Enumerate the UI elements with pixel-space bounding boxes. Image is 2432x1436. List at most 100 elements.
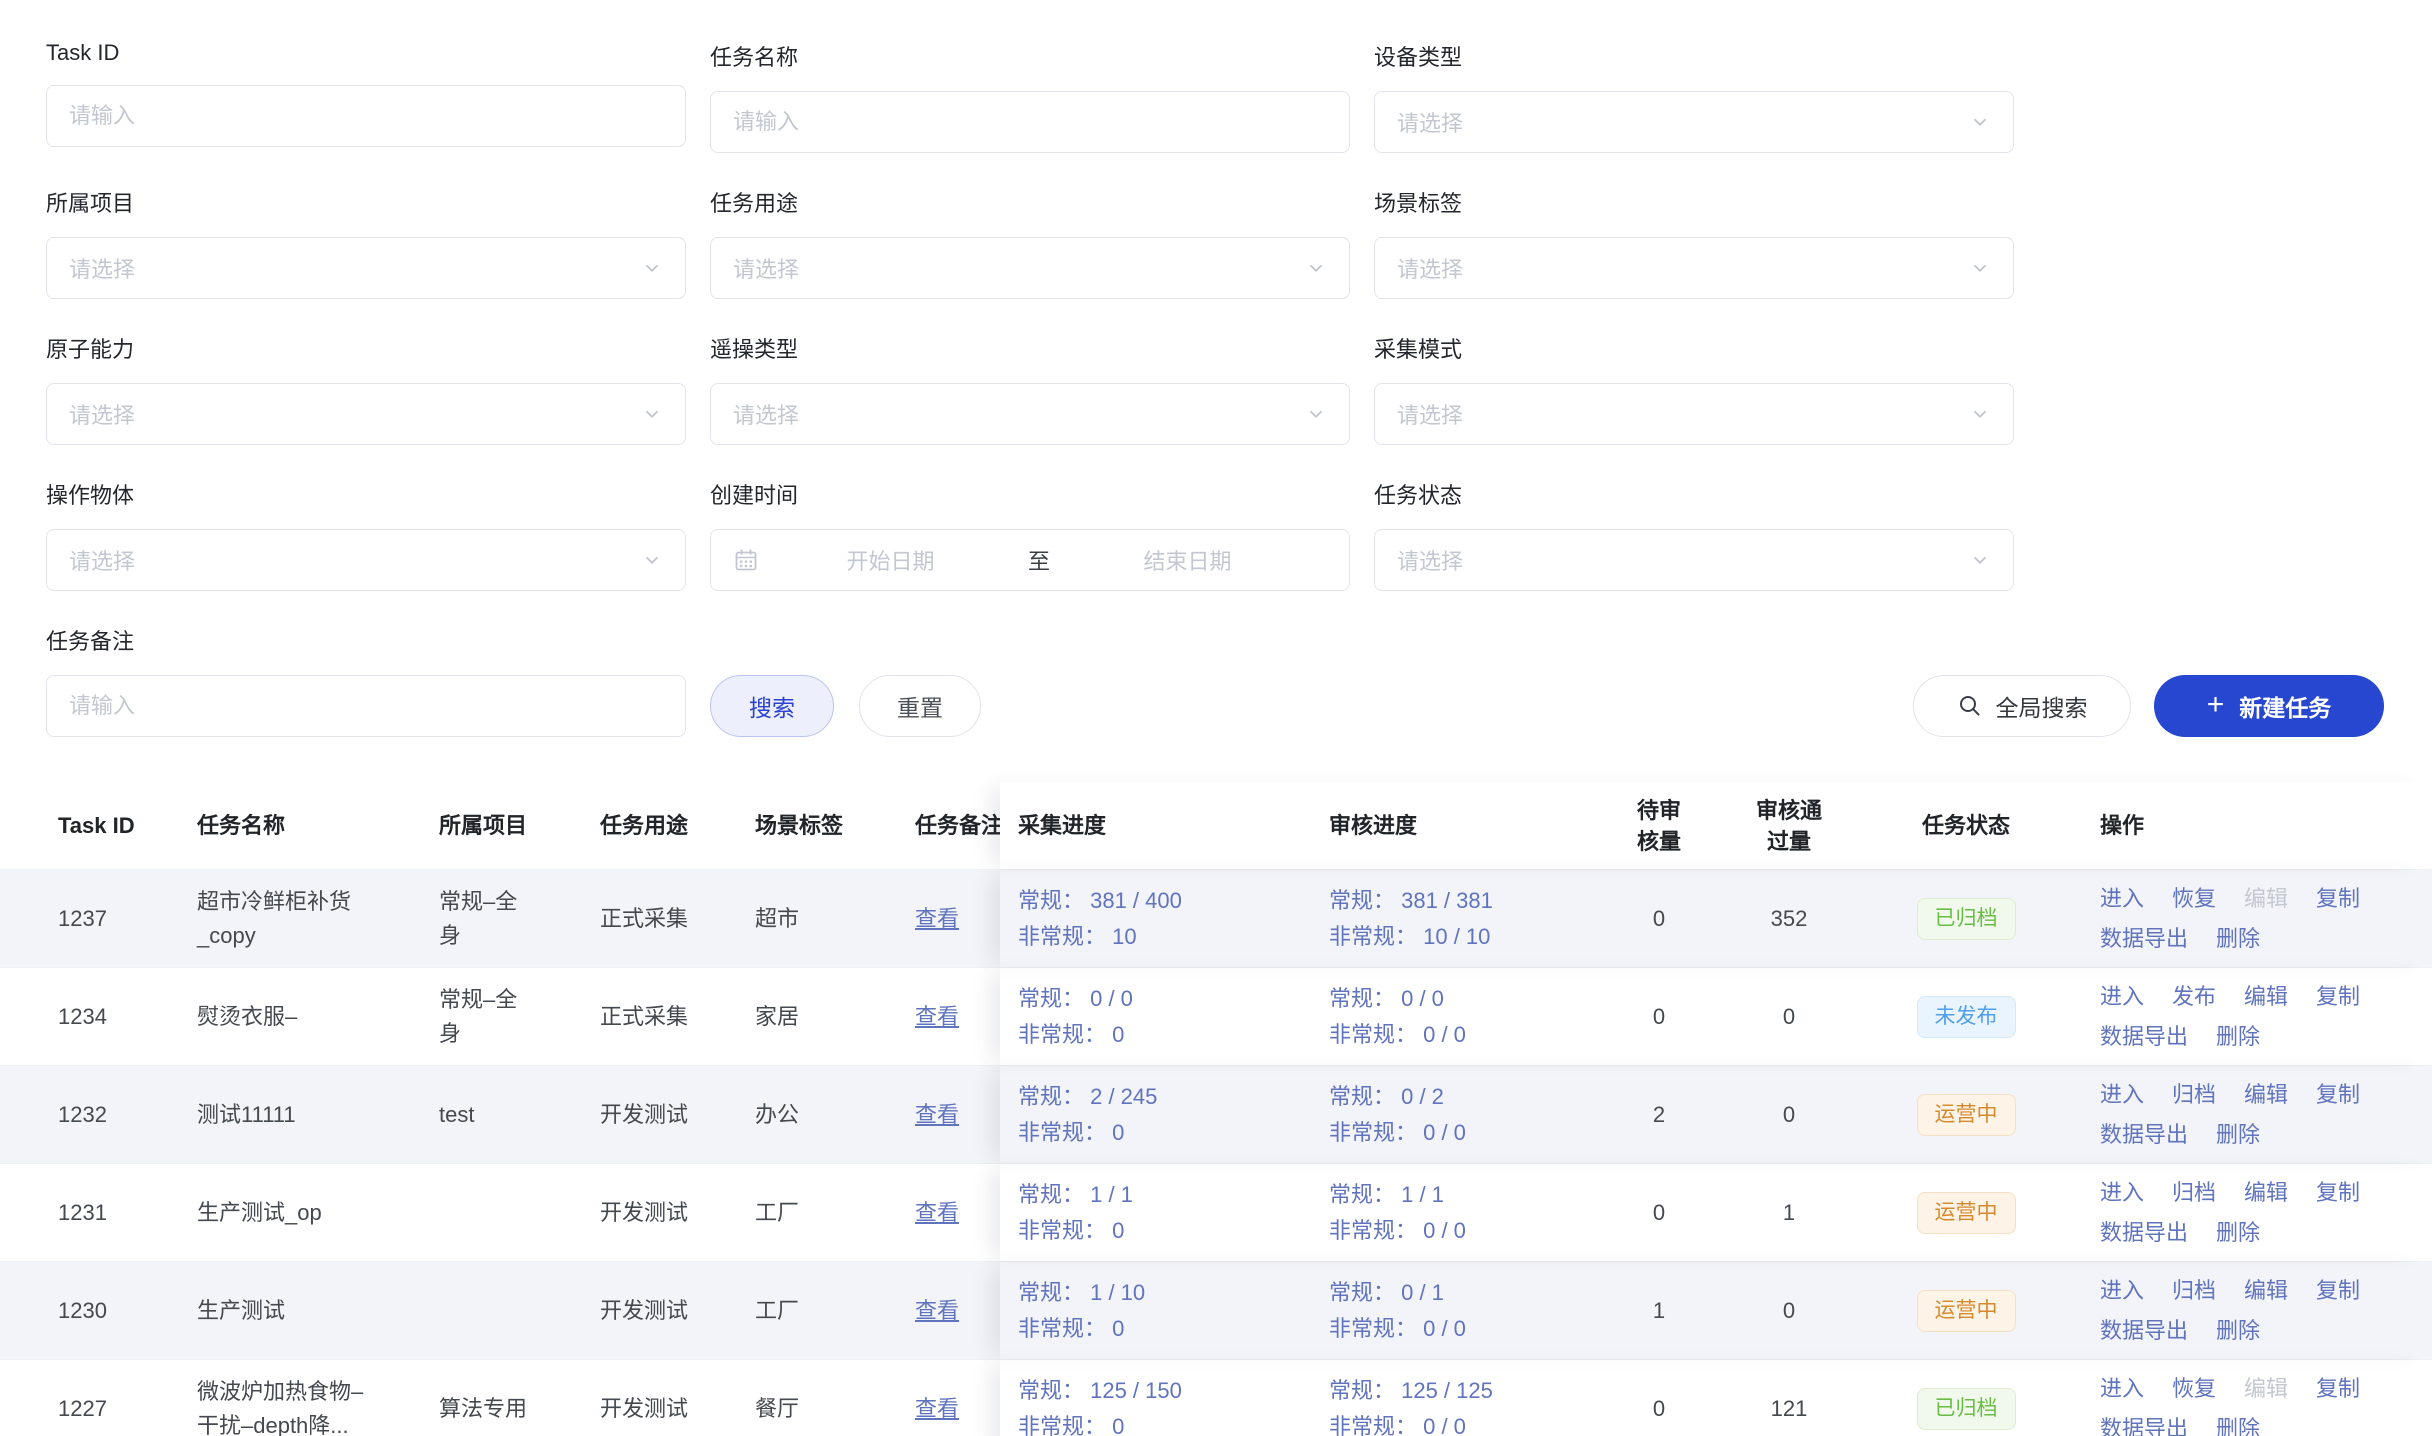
cell-purpose: 开发测试 (600, 1199, 689, 1225)
device-type-select[interactable]: 请选择 (1374, 91, 2014, 153)
action-delete[interactable]: 删除 (2216, 1415, 2261, 1436)
search-icon (1959, 696, 1979, 716)
action-delete[interactable]: 删除 (2216, 925, 2261, 951)
start-date-placeholder[interactable]: 开始日期 (846, 549, 935, 574)
action-edit[interactable]: 编辑 (2244, 1179, 2289, 1205)
col-review-progress: 审核进度 (1329, 812, 1418, 838)
filter-label-task-name: 任务名称 (710, 45, 799, 70)
search-button[interactable]: 搜索 (710, 675, 834, 737)
date-range-separator: 至 (1028, 549, 1051, 574)
operate-object-select[interactable]: 请选择 (46, 529, 686, 591)
action-archive[interactable]: 归档 (2172, 1179, 2217, 1205)
create-task-label: 新建任务 (2239, 695, 2332, 721)
filter-label-device-type: 设备类型 (1374, 45, 1463, 70)
action-enter[interactable]: 进入 (2100, 1081, 2145, 1107)
cell-task-name: 超市冷鲜柜补货_copy (197, 888, 352, 948)
action-archive[interactable]: 归档 (2172, 1277, 2217, 1303)
cell-project: 常规–全身 (439, 888, 518, 948)
cell-purpose: 开发测试 (600, 1101, 689, 1127)
col-task-status: 任务状态 (1921, 812, 2010, 838)
action-edit[interactable]: 编辑 (2244, 1277, 2289, 1303)
create-task-button[interactable]: + 新建任务 (2154, 675, 2384, 737)
cell-review-progress: 常规： 1 / 1 非常规： 0 / 0 (1329, 1181, 1466, 1243)
filter-label-collect-mode: 采集模式 (1374, 337, 1463, 362)
chevron-down-icon (645, 264, 659, 273)
task-id-input[interactable] (46, 85, 686, 147)
collect-mode-select[interactable]: 请选择 (1374, 383, 2014, 445)
chevron-down-icon (1973, 264, 1987, 273)
scene-tag-select[interactable]: 请选择 (1374, 237, 2014, 299)
filter-panel: Task ID 任务名称 设备类型 请选择 所属项目 请选择 任务用途 请选择 (46, 40, 2384, 737)
calendar-icon (735, 549, 757, 571)
table-row: 1237 超市冷鲜柜补货_copy 常规–全身 正式采集 超市 查看 常规： 3… (0, 870, 2432, 968)
filter-actions-row: 任务备注 搜索 重置 全局搜索 + 新建任务 (46, 624, 2384, 737)
action-copy[interactable]: 复制 (2316, 1277, 2361, 1303)
table-row: 1232 测试11111 test 开发测试 办公 查看 常规： 2 / 245… (0, 1066, 2432, 1164)
create-time-range-picker[interactable]: 开始日期 至 结束日期 (710, 529, 1350, 591)
task-status-select[interactable]: 请选择 (1374, 529, 2014, 591)
reset-button[interactable]: 重置 (859, 675, 981, 737)
cell-project: 常规–全身 (439, 986, 518, 1046)
view-remark-link[interactable]: 查看 (915, 1003, 960, 1029)
action-enter[interactable]: 进入 (2100, 1277, 2145, 1303)
action-copy[interactable]: 复制 (2316, 1081, 2361, 1107)
purpose-select[interactable]: 请选择 (710, 237, 1350, 299)
action-enter[interactable]: 进入 (2100, 1179, 2145, 1205)
action-delete[interactable]: 删除 (2216, 1317, 2261, 1343)
action-delete[interactable]: 删除 (2216, 1121, 2261, 1147)
filter-label-task-status: 任务状态 (1374, 483, 1463, 508)
table-row: 1227 微波炉加热食物–干扰–depth降... 算法专用 开发测试 餐厅 查… (0, 1360, 2432, 1436)
action-archive[interactable]: 归档 (2172, 1081, 2217, 1107)
view-remark-link[interactable]: 查看 (915, 905, 960, 931)
cell-collect-progress: 常规： 1 / 10 非常规： 0 (1018, 1279, 1146, 1341)
action-export[interactable]: 数据导出 (2100, 1219, 2189, 1245)
cell-scene-tag: 工厂 (755, 1199, 800, 1225)
status-badge: 运营中 (1916, 1289, 2016, 1332)
cell-collect-progress: 常规： 125 / 150 非常规： 0 (1018, 1377, 1182, 1436)
action-export[interactable]: 数据导出 (2100, 1317, 2189, 1343)
action-edit[interactable]: 编辑 (2244, 885, 2289, 911)
action-copy[interactable]: 复制 (2316, 1375, 2361, 1401)
filter-operate-object: 操作物体 请选择 (46, 478, 686, 591)
teleop-type-select[interactable]: 请选择 (710, 383, 1350, 445)
action-restore[interactable]: 恢复 (2172, 1375, 2217, 1401)
col-purpose: 任务用途 (600, 812, 689, 838)
cell-pending-review: 2 (1652, 1101, 1666, 1127)
cell-collect-progress: 常规： 0 / 0 非常规： 0 (1018, 985, 1133, 1047)
row-actions: 进入 归档 编辑 复制 数据导出 删除 (2100, 1078, 2402, 1152)
view-remark-link[interactable]: 查看 (915, 1297, 960, 1323)
global-search-button[interactable]: 全局搜索 (1913, 675, 2131, 737)
action-copy[interactable]: 复制 (2316, 1179, 2361, 1205)
cell-task-name: 生产测试_op (197, 1199, 322, 1225)
end-date-placeholder[interactable]: 结束日期 (1143, 549, 1232, 574)
action-edit[interactable]: 编辑 (2244, 1081, 2289, 1107)
task-remark-input[interactable] (46, 675, 686, 737)
action-export[interactable]: 数据导出 (2100, 1121, 2189, 1147)
view-remark-link[interactable]: 查看 (915, 1199, 960, 1225)
action-export[interactable]: 数据导出 (2100, 1415, 2189, 1436)
action-delete[interactable]: 删除 (2216, 1023, 2261, 1049)
action-publish[interactable]: 发布 (2172, 983, 2217, 1009)
action-edit[interactable]: 编辑 (2244, 1375, 2289, 1401)
action-export[interactable]: 数据导出 (2100, 1023, 2189, 1049)
action-enter[interactable]: 进入 (2100, 885, 2145, 911)
action-copy[interactable]: 复制 (2316, 885, 2361, 911)
status-badge: 已归档 (1916, 1387, 2016, 1430)
action-export[interactable]: 数据导出 (2100, 925, 2189, 951)
action-edit[interactable]: 编辑 (2244, 983, 2289, 1009)
cell-project: test (439, 1101, 475, 1127)
filter-task-name: 任务名称 (710, 40, 1350, 153)
task-name-input[interactable] (710, 91, 1350, 153)
action-restore[interactable]: 恢复 (2172, 885, 2217, 911)
action-delete[interactable]: 删除 (2216, 1219, 2261, 1245)
action-enter[interactable]: 进入 (2100, 1375, 2145, 1401)
action-enter[interactable]: 进入 (2100, 983, 2145, 1009)
chevron-down-icon (645, 556, 659, 565)
view-remark-link[interactable]: 查看 (915, 1395, 960, 1421)
view-remark-link[interactable]: 查看 (915, 1101, 960, 1127)
project-select[interactable]: 请选择 (46, 237, 686, 299)
action-copy[interactable]: 复制 (2316, 983, 2361, 1009)
cell-task-name: 微波炉加热食物–干扰–depth降... (197, 1378, 364, 1436)
atomic-ability-select[interactable]: 请选择 (46, 383, 686, 445)
select-placeholder: 请选择 (69, 549, 136, 574)
